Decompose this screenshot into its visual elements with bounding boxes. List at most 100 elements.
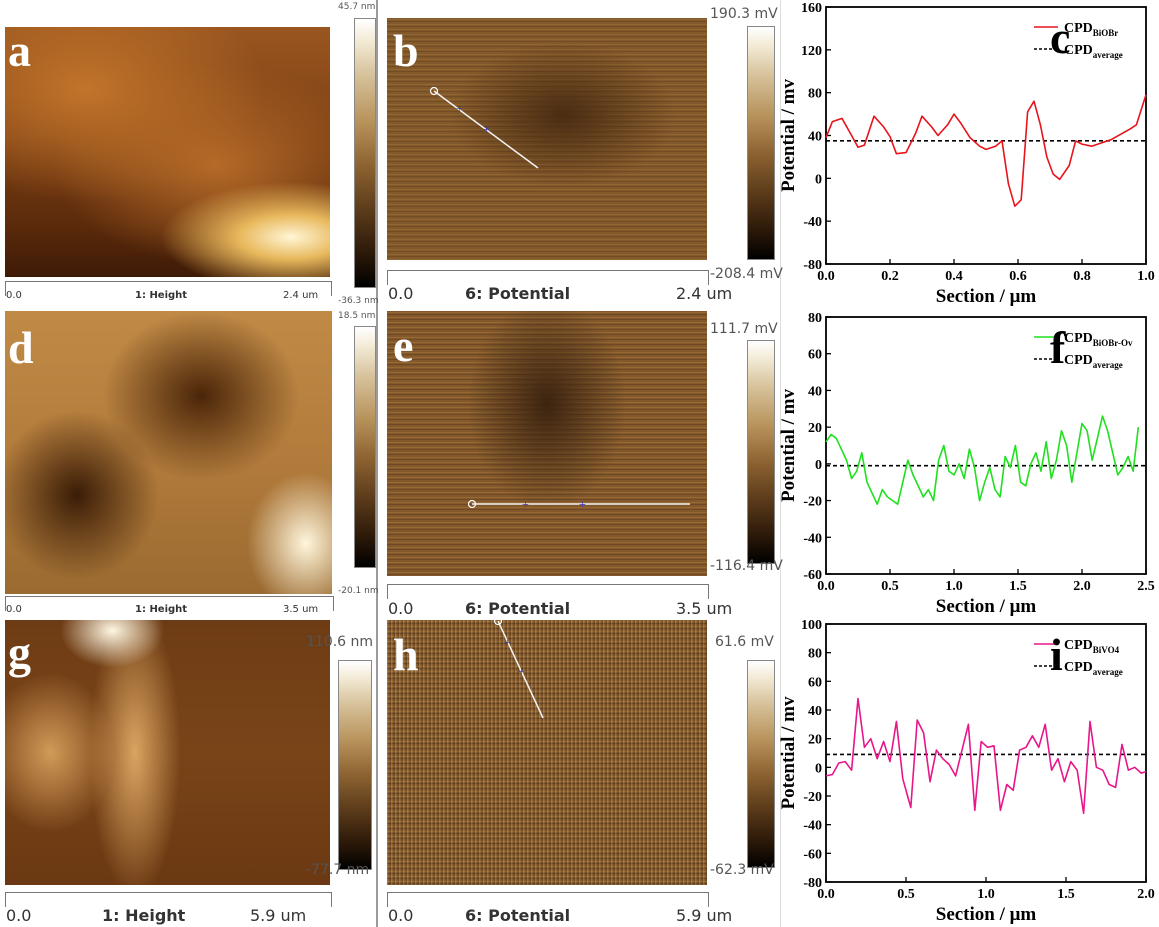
y-tick-label: 0 [815, 172, 822, 187]
x-axis-label: Section / μm [936, 596, 1037, 617]
color-scale-max-label: 45.7 nm [338, 2, 376, 12]
plot-frame [825, 623, 1147, 883]
scale-bar-frame [5, 596, 334, 611]
color-scale-min-label: -36.3 nm [338, 296, 379, 306]
x-tick-label: 2.0 [1137, 887, 1155, 902]
potential-map-image [387, 18, 707, 260]
y-tick-label: -40 [803, 215, 822, 230]
potential-map-image [387, 620, 707, 885]
color-scale-min-label: -116.4 mV [710, 558, 783, 574]
y-tick-label: 40 [808, 130, 822, 145]
y-tick-label: -80 [803, 876, 822, 891]
legend-average-label: CPDaverage [1064, 353, 1123, 370]
color-scale-min-label: -77.7 nm [306, 862, 370, 878]
legend-series-subscript: BiOBr [1093, 28, 1119, 38]
legend-series-label: CPDBiOBr [1064, 21, 1118, 38]
legend-series-name: CPD [1064, 21, 1093, 36]
scale-end-label: 3.5 um [676, 599, 733, 618]
y-axis-label: Potential / mv [780, 79, 799, 192]
x-tick-label: 0.2 [881, 269, 899, 284]
scale-bar-frame [5, 281, 332, 296]
x-tick-label: 1.0 [977, 887, 995, 902]
y-tick-label: -40 [803, 531, 822, 546]
cpd-series-line [825, 94, 1147, 207]
y-tick-label: 60 [808, 675, 822, 690]
legend-series-name: CPD [1064, 331, 1093, 346]
line-chart-i: 0.0 0.5 1.0 1.5 2.0 -80 -60 -40 -20 0 20 40 60 80 100 S… [780, 620, 1155, 925]
channel-label: 6: Potential [465, 284, 571, 303]
y-tick-label: 80 [808, 87, 822, 102]
y-tick-label: -20 [803, 495, 822, 510]
x-tick-label: 0.4 [945, 269, 963, 284]
color-scale-bar [354, 326, 376, 568]
y-tick-label: 0 [815, 458, 822, 473]
scale-end-label: 5.9 um [676, 906, 733, 925]
color-scale-bar [747, 660, 775, 868]
color-scale-max-label: 18.5 nm [338, 311, 376, 321]
x-axis-label: Section / μm [936, 286, 1037, 307]
y-tick-label: -80 [803, 258, 822, 273]
line-chart-c: 0.0 0.2 0.4 0.6 0.8 1.0 -80 -40 0 40 80 120 160 Secti… [780, 1, 1155, 307]
x-tick-label: 0.6 [1009, 269, 1027, 284]
y-tick-label: 160 [801, 1, 822, 16]
channel-label: 1: Height [135, 604, 188, 615]
scale-end-label: 5.9 um [250, 906, 307, 925]
scale-end-label: 2.4 um [676, 284, 733, 303]
legend-series-name: CPD [1064, 638, 1093, 653]
legend-average-subscript: average [1093, 50, 1123, 60]
legend-average-label: CPDaverage [1064, 43, 1123, 60]
x-tick-label: 0.8 [1073, 269, 1091, 284]
scale-start-label: 0.0 [6, 604, 22, 615]
color-scale-bar [338, 660, 372, 870]
scale-bar-frame [387, 270, 709, 285]
x-tick-label: 0.0 [817, 579, 835, 594]
scale-end-label: 3.5 um [283, 604, 319, 615]
y-tick-label: 120 [801, 44, 822, 59]
panel-letter: d [8, 322, 34, 373]
scale-start-label: 0.0 [6, 290, 22, 301]
x-tick-label: 2.5 [1137, 579, 1155, 594]
channel-label: 6: Potential [465, 599, 571, 618]
x-axis-label: Section / μm [936, 904, 1037, 925]
color-scale-max-label: 111.7 mV [710, 321, 778, 337]
legend-average-subscript: average [1093, 360, 1123, 370]
legend-average-name: CPD [1064, 43, 1093, 58]
color-scale-min-label: -20.1 nm [338, 586, 379, 596]
y-tick-label: 100 [801, 620, 822, 633]
scale-end-label: 2.4 um [283, 290, 319, 301]
channel-label: 1: Height [102, 906, 186, 925]
y-tick-label: 0 [815, 761, 822, 776]
legend-series-subscript: BiOBr-Ov [1093, 338, 1133, 348]
x-tick-label: 0.0 [817, 269, 835, 284]
potential-map-image [387, 311, 707, 576]
x-tick-label: 1.0 [1137, 269, 1155, 284]
color-scale-bar [747, 340, 775, 564]
height-map-image [5, 620, 330, 885]
y-tick-label: 40 [808, 384, 822, 399]
channel-label: 1: Height [135, 290, 188, 301]
legend-series-label: CPDBiVO4 [1064, 638, 1120, 655]
y-tick-label: -20 [803, 790, 822, 805]
color-scale-max-label: 190.3 mV [710, 6, 778, 22]
color-scale-min-label: -62.3 mV [710, 862, 774, 878]
scale-start-label: 0.0 [6, 906, 32, 925]
y-tick-label: -60 [803, 568, 822, 583]
panel-letter: g [8, 627, 31, 678]
panel-letter: a [8, 25, 31, 76]
channel-label: 6: Potential [465, 906, 571, 925]
panel-letter: f [1050, 322, 1066, 373]
color-scale-max-label: 110.6 nm [306, 634, 374, 650]
y-tick-label: 60 [808, 348, 822, 363]
x-tick-label: 0.5 [881, 579, 899, 594]
height-map-image [5, 27, 330, 277]
panel-letter: b [393, 25, 419, 76]
legend-series-subscript: BiVO4 [1093, 645, 1120, 655]
y-tick-label: -60 [803, 847, 822, 862]
y-axis-label: Potential / mv [780, 389, 799, 502]
y-tick-label: 80 [808, 311, 822, 326]
plot-frame [825, 316, 1147, 575]
x-tick-label: 1.0 [945, 579, 963, 594]
x-tick-label: 0.5 [897, 887, 915, 902]
color-scale-bar [747, 26, 775, 260]
x-tick-label: 0.0 [817, 887, 835, 902]
